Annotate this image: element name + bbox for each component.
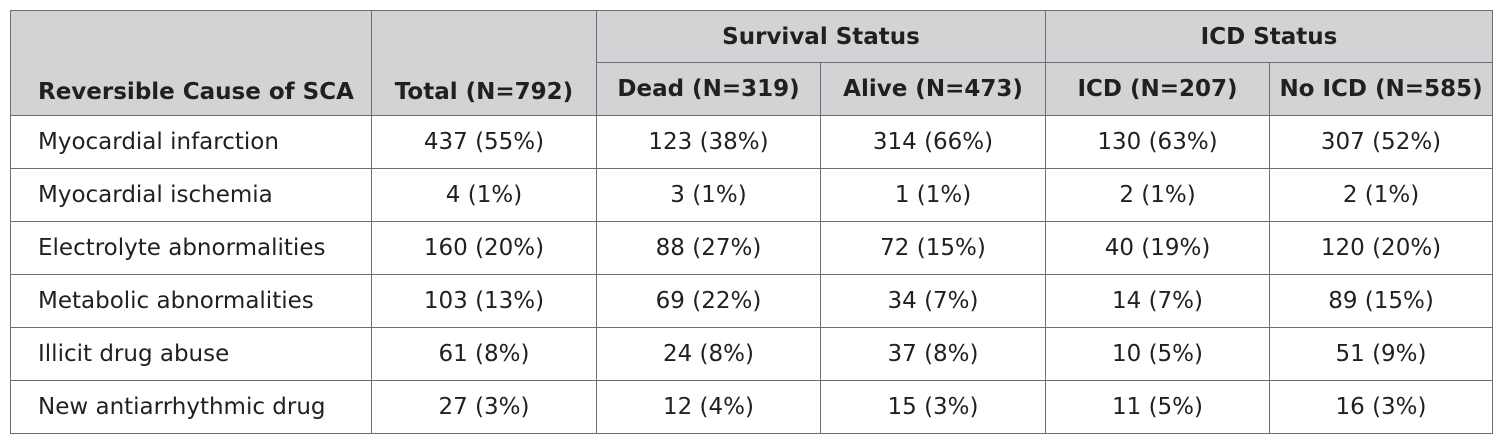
no-icd-cell: 120 (20%) [1269, 221, 1494, 275]
table-row: Electrolyte abnormalities 160 (20%) 88 (… [10, 221, 1494, 275]
header-row-groups: Reversible Cause of SCA Total (N=792) Su… [10, 10, 1494, 116]
table-body: Myocardial infarction 437 (55%) 123 (38%… [10, 115, 1494, 434]
dead-cell: 12 (4%) [596, 380, 821, 434]
table-container: Reversible Cause of SCA Total (N=792) Su… [10, 10, 1494, 434]
total-cell: 437 (55%) [371, 115, 597, 169]
table-row: Illicit drug abuse 61 (8%) 24 (8%) 37 (8… [10, 327, 1494, 381]
icd-cell: 10 (5%) [1045, 327, 1271, 381]
dead-cell: 24 (8%) [596, 327, 821, 381]
dead-cell: 88 (27%) [596, 221, 821, 275]
table-row: Myocardial ischemia 4 (1%) 3 (1%) 1 (1%)… [10, 168, 1494, 222]
total-cell: 4 (1%) [371, 168, 597, 222]
no-icd-cell: 51 (9%) [1269, 327, 1494, 381]
stub-header: Reversible Cause of SCA [10, 10, 372, 116]
icd-cell: 40 (19%) [1045, 221, 1271, 275]
icd-cell: 14 (7%) [1045, 274, 1271, 328]
cause-cell: Metabolic abnormalities [10, 274, 372, 328]
alive-cell: 1 (1%) [819, 168, 1047, 222]
cause-cell: New antiarrhythmic drug [10, 380, 372, 434]
dead-cell: 69 (22%) [596, 274, 821, 328]
alive-cell: 37 (8%) [819, 327, 1047, 381]
icd-cell: 11 (5%) [1045, 380, 1271, 434]
icd-cell: 130 (63%) [1045, 115, 1271, 169]
header-row-subgroups: Dead (N=319) Alive (N=473) ICD (N=207) N… [11, 62, 1494, 116]
no-icd-cell: 307 (52%) [1269, 115, 1494, 169]
table-header: Reversible Cause of SCA Total (N=792) Su… [10, 10, 1494, 116]
no-icd-header: No ICD (N=585) [1269, 62, 1494, 116]
icd-status-header: ICD Status [1045, 10, 1494, 63]
total-cell: 103 (13%) [371, 274, 597, 328]
dead-cell: 3 (1%) [596, 168, 821, 222]
alive-cell: 15 (3%) [819, 380, 1047, 434]
icd-cell: 2 (1%) [1045, 168, 1271, 222]
alive-cell: 34 (7%) [819, 274, 1047, 328]
total-cell: 160 (20%) [371, 221, 597, 275]
alive-cell: 314 (66%) [819, 115, 1047, 169]
icd-header: ICD (N=207) [1045, 62, 1271, 116]
cause-cell: Myocardial infarction [10, 115, 372, 169]
dead-header: Dead (N=319) [596, 62, 821, 116]
no-icd-cell: 89 (15%) [1269, 274, 1494, 328]
reversible-cause-table: Reversible Cause of SCA Total (N=792) Su… [10, 10, 1494, 434]
cause-cell: Myocardial ischemia [10, 168, 372, 222]
no-icd-cell: 16 (3%) [1269, 380, 1494, 434]
alive-cell: 72 (15%) [819, 221, 1047, 275]
dead-cell: 123 (38%) [596, 115, 821, 169]
cause-cell: Illicit drug abuse [10, 327, 372, 381]
total-cell: 27 (3%) [371, 380, 597, 434]
survival-status-header: Survival Status [595, 10, 1047, 63]
table-row: New antiarrhythmic drug 27 (3%) 12 (4%) … [10, 380, 1494, 434]
no-icd-cell: 2 (1%) [1269, 168, 1494, 222]
total-cell: 61 (8%) [371, 327, 597, 381]
cause-cell: Electrolyte abnormalities [10, 221, 372, 275]
table-row: Metabolic abnormalities 103 (13%) 69 (22… [10, 274, 1494, 328]
total-header: Total (N=792) [371, 10, 597, 116]
alive-header: Alive (N=473) [819, 62, 1047, 116]
table-row: Myocardial infarction 437 (55%) 123 (38%… [10, 115, 1494, 169]
